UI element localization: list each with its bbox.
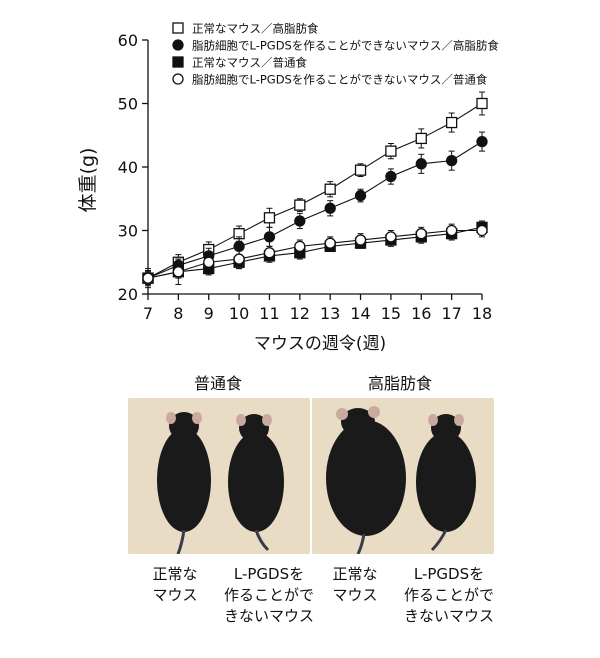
data-point bbox=[385, 145, 397, 157]
y-tick-label: 60 bbox=[118, 31, 138, 50]
caption-line: 作ることがで bbox=[223, 586, 314, 604]
x-tick-label: 15 bbox=[381, 304, 401, 323]
data-point bbox=[476, 224, 488, 237]
mouse-normal-high-fat-diet bbox=[326, 406, 406, 554]
legend-marker bbox=[172, 73, 184, 85]
data-point bbox=[233, 253, 245, 265]
data-point bbox=[415, 132, 427, 145]
data-point bbox=[445, 116, 458, 129]
data-point bbox=[476, 135, 488, 148]
body-weight-chart: 20 30 40 50 60 7 8 9 10 11 12 13 14 15 16 17 18 正常なマウス／高… bbox=[77, 22, 499, 355]
data-point bbox=[324, 183, 336, 195]
y-tick-label: 30 bbox=[118, 222, 138, 241]
data-point bbox=[385, 231, 397, 243]
caption-line: マウス bbox=[152, 586, 198, 604]
legend-marker bbox=[172, 56, 184, 68]
caption-line: きないマウス bbox=[403, 607, 494, 625]
y-tick-label: 50 bbox=[118, 95, 138, 114]
series-line-0 bbox=[147, 103, 483, 279]
data-point bbox=[203, 256, 215, 268]
chart-legend: 正常なマウス／高脂肪食脂肪細胞でL-PGDSを作ることができないマウス／高脂肪食… bbox=[172, 22, 499, 87]
x-tick-label: 18 bbox=[472, 304, 492, 323]
x-tick-label: 14 bbox=[350, 304, 370, 323]
photo-high-fat-diet-mice bbox=[312, 398, 494, 554]
data-point bbox=[324, 202, 336, 214]
data-point bbox=[354, 234, 367, 246]
photo-title-high-fat-diet: 高脂肪食 bbox=[367, 374, 432, 393]
data-point bbox=[324, 237, 336, 249]
caption-line: L-PGDSを bbox=[413, 565, 485, 583]
data-point bbox=[263, 231, 276, 243]
caption-line: 正常な bbox=[152, 565, 198, 583]
y-tick-label: 20 bbox=[118, 285, 138, 304]
caption-line: 作ることがで bbox=[403, 586, 494, 604]
x-tick-label: 10 bbox=[229, 304, 249, 323]
x-tick-label: 16 bbox=[411, 304, 431, 323]
data-point bbox=[263, 212, 276, 224]
mouse-normal-normal-diet bbox=[157, 412, 211, 554]
caption-line: L-PGDSを bbox=[233, 565, 305, 583]
x-tick-label: 17 bbox=[441, 304, 461, 323]
caption-normal-mouse-high-fat-diet: 正常な マウス bbox=[320, 564, 390, 606]
legend-marker bbox=[172, 39, 184, 51]
chart-plot-area bbox=[142, 91, 488, 289]
legend-marker bbox=[172, 22, 184, 34]
data-point bbox=[142, 272, 154, 284]
x-axis-label: マウスの週令(週) bbox=[254, 334, 386, 354]
data-point bbox=[294, 240, 306, 253]
x-tick-label: 12 bbox=[290, 304, 310, 323]
legend-label: 正常なマウス／高脂肪食 bbox=[192, 22, 319, 36]
data-point bbox=[445, 154, 458, 167]
series-line-1 bbox=[147, 141, 483, 279]
x-tick-label: 11 bbox=[259, 304, 279, 323]
data-point bbox=[476, 97, 488, 110]
series-line-2 bbox=[147, 226, 483, 279]
data-point bbox=[385, 170, 397, 183]
legend-label: 正常なマウス／普通食 bbox=[192, 56, 307, 70]
legend-label: 脂肪細胞でL-PGDSを作ることができないマウス／高脂肪食 bbox=[192, 39, 499, 53]
mouse-knockout-high-fat-diet bbox=[416, 414, 476, 552]
data-point bbox=[172, 266, 185, 278]
x-tick-label: 8 bbox=[173, 304, 183, 323]
y-tick-label: 40 bbox=[118, 158, 138, 177]
data-point bbox=[354, 189, 367, 202]
caption-knockout-mouse-high-fat-diet: L-PGDSを 作ることがで きないマウス bbox=[394, 564, 504, 627]
caption-line: マウス bbox=[332, 586, 378, 604]
photo-title-normal-diet: 普通食 bbox=[193, 374, 242, 393]
caption-line: 正常な bbox=[332, 565, 378, 583]
caption-knockout-mouse-normal-diet: L-PGDSを 作ることがで きないマウス bbox=[214, 564, 324, 627]
caption-line: きないマウス bbox=[223, 607, 314, 625]
data-point bbox=[263, 247, 276, 259]
data-point bbox=[294, 199, 306, 211]
x-tick-label: 9 bbox=[204, 304, 214, 323]
data-point bbox=[294, 215, 306, 227]
y-axis-label: 体重(g) bbox=[77, 148, 99, 213]
data-point bbox=[415, 228, 427, 240]
x-tick-label: 7 bbox=[143, 304, 153, 323]
caption-normal-mouse-normal-diet: 正常な マウス bbox=[140, 564, 210, 606]
x-tick-label: 13 bbox=[320, 304, 340, 323]
data-point bbox=[354, 164, 367, 176]
mouse-knockout-normal-diet bbox=[228, 414, 284, 552]
data-point bbox=[445, 224, 458, 237]
photo-normal-diet-mice bbox=[128, 398, 310, 554]
chart-axes: 20 30 40 50 60 7 8 9 10 11 12 13 14 15 16 17 18 bbox=[118, 31, 493, 323]
data-point bbox=[415, 158, 427, 170]
legend-label: 脂肪細胞でL-PGDSを作ることができないマウス／普通食 bbox=[192, 73, 488, 87]
